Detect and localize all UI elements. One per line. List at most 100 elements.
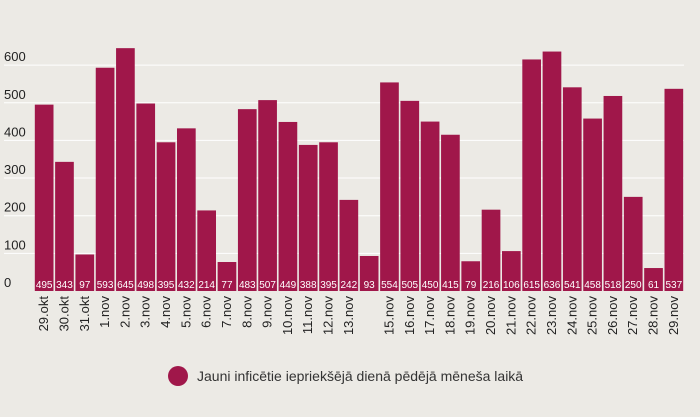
x-tick-label: 29.nov bbox=[666, 296, 681, 336]
data-label: 61 bbox=[648, 280, 660, 291]
y-tick-label: 100 bbox=[4, 237, 26, 252]
x-tick-label: 24.nov bbox=[564, 296, 579, 336]
bar bbox=[562, 87, 582, 291]
data-label: 483 bbox=[239, 280, 256, 291]
x-tick-label: 25.nov bbox=[585, 296, 600, 336]
x-tick-label: 17.nov bbox=[422, 296, 437, 336]
y-tick-label: 400 bbox=[4, 124, 26, 139]
data-label: 636 bbox=[544, 280, 561, 291]
data-labels: 495 343 97 593 645 498 395 432 214 77 483 507 449 388… bbox=[36, 280, 683, 291]
bar bbox=[542, 51, 562, 291]
data-label: 450 bbox=[422, 280, 439, 291]
bar bbox=[380, 82, 399, 291]
x-tick-label: 30.okt bbox=[56, 296, 71, 332]
bar bbox=[237, 109, 257, 291]
data-label: 615 bbox=[523, 280, 540, 291]
x-tick-label: 28.nov bbox=[646, 296, 661, 336]
bar bbox=[136, 103, 156, 292]
data-label: 458 bbox=[584, 280, 601, 291]
y-tick-label: 600 bbox=[4, 49, 26, 64]
y-axis-ticks: 0 100 200 300 400 500 600 bbox=[4, 49, 26, 290]
data-label: 541 bbox=[564, 280, 581, 291]
legend-label: Jauni inficētie iepriekšējā dienā pēdējā… bbox=[197, 368, 524, 384]
data-label: 645 bbox=[117, 280, 134, 291]
bar bbox=[339, 199, 359, 291]
x-tick-label: 1.nov bbox=[97, 296, 112, 328]
bar bbox=[644, 268, 663, 291]
x-tick-label: 11.nov bbox=[300, 296, 315, 335]
data-label: 505 bbox=[401, 280, 418, 291]
x-tick-label: 23.nov bbox=[544, 296, 559, 336]
y-tick-label: 200 bbox=[4, 200, 26, 215]
bars bbox=[34, 48, 684, 292]
bar bbox=[420, 121, 440, 291]
x-tick-label: 7.nov bbox=[219, 296, 234, 328]
data-label: 79 bbox=[465, 280, 477, 291]
bar bbox=[75, 254, 95, 291]
bar bbox=[217, 262, 237, 291]
data-label: 216 bbox=[483, 280, 500, 291]
data-label: 395 bbox=[320, 280, 337, 291]
x-tick-label: 31.okt bbox=[77, 296, 92, 332]
data-label: 106 bbox=[503, 280, 520, 291]
data-label: 77 bbox=[221, 280, 233, 291]
x-tick-label: 19.nov bbox=[463, 296, 478, 336]
bar bbox=[623, 196, 643, 291]
data-label: 593 bbox=[97, 280, 114, 291]
data-label: 415 bbox=[442, 280, 459, 291]
x-tick-label: 15.nov bbox=[381, 296, 396, 336]
bar bbox=[258, 100, 277, 291]
x-tick-label: 10.nov bbox=[280, 296, 295, 336]
data-label: 554 bbox=[381, 280, 398, 291]
data-label: 214 bbox=[198, 280, 215, 291]
bar bbox=[116, 48, 135, 291]
x-axis-ticks: 29.okt 30.okt 31.okt 1.nov 2.nov 3.nov 4.nov 5.… bbox=[36, 296, 681, 336]
bar bbox=[441, 134, 460, 291]
x-tick-label: 22.nov bbox=[524, 296, 539, 336]
y-tick-label: 500 bbox=[4, 87, 26, 102]
data-label: 93 bbox=[364, 280, 376, 291]
bar bbox=[603, 95, 623, 292]
data-label: 537 bbox=[666, 280, 683, 291]
x-tick-label: 20.nov bbox=[483, 296, 498, 336]
x-tick-label: 6.nov bbox=[199, 296, 214, 328]
x-tick-label: 12.nov bbox=[321, 296, 336, 336]
bar bbox=[319, 142, 338, 291]
x-tick-label: 13.nov bbox=[341, 296, 356, 336]
y-tick-label: 0 bbox=[4, 275, 11, 290]
x-tick-label: 4.nov bbox=[158, 296, 173, 328]
x-tick-label: 29.okt bbox=[36, 296, 51, 332]
data-label: 432 bbox=[178, 280, 195, 291]
data-label: 97 bbox=[79, 280, 91, 291]
bar bbox=[197, 210, 216, 291]
bar bbox=[95, 67, 115, 291]
x-tick-label: 3.nov bbox=[138, 296, 153, 328]
bar bbox=[177, 128, 196, 291]
x-tick-label: 9.nov bbox=[260, 296, 275, 328]
data-label: 242 bbox=[341, 280, 358, 291]
x-tick-label: 27.nov bbox=[625, 296, 640, 336]
bar bbox=[583, 118, 602, 291]
bar bbox=[522, 59, 541, 291]
bar bbox=[461, 261, 481, 291]
x-tick-label: 5.nov bbox=[178, 296, 193, 328]
legend: Jauni inficētie iepriekšējā dienā pēdējā… bbox=[168, 366, 523, 386]
bar bbox=[298, 144, 318, 291]
bar bbox=[359, 255, 379, 291]
data-label: 388 bbox=[300, 280, 317, 291]
bar bbox=[156, 142, 176, 291]
y-tick-label: 300 bbox=[4, 162, 26, 177]
data-label: 449 bbox=[280, 280, 297, 291]
bar bbox=[400, 100, 420, 292]
data-label: 495 bbox=[36, 280, 53, 291]
bar bbox=[278, 121, 298, 291]
bar bbox=[55, 161, 74, 291]
data-label: 518 bbox=[605, 280, 622, 291]
bar bbox=[481, 209, 501, 291]
data-label: 507 bbox=[259, 280, 276, 291]
data-label: 250 bbox=[625, 280, 642, 291]
x-tick-label: 26.nov bbox=[605, 296, 620, 336]
bar bbox=[34, 104, 54, 291]
x-tick-label: 18.nov bbox=[442, 296, 457, 336]
data-label: 498 bbox=[137, 280, 154, 291]
